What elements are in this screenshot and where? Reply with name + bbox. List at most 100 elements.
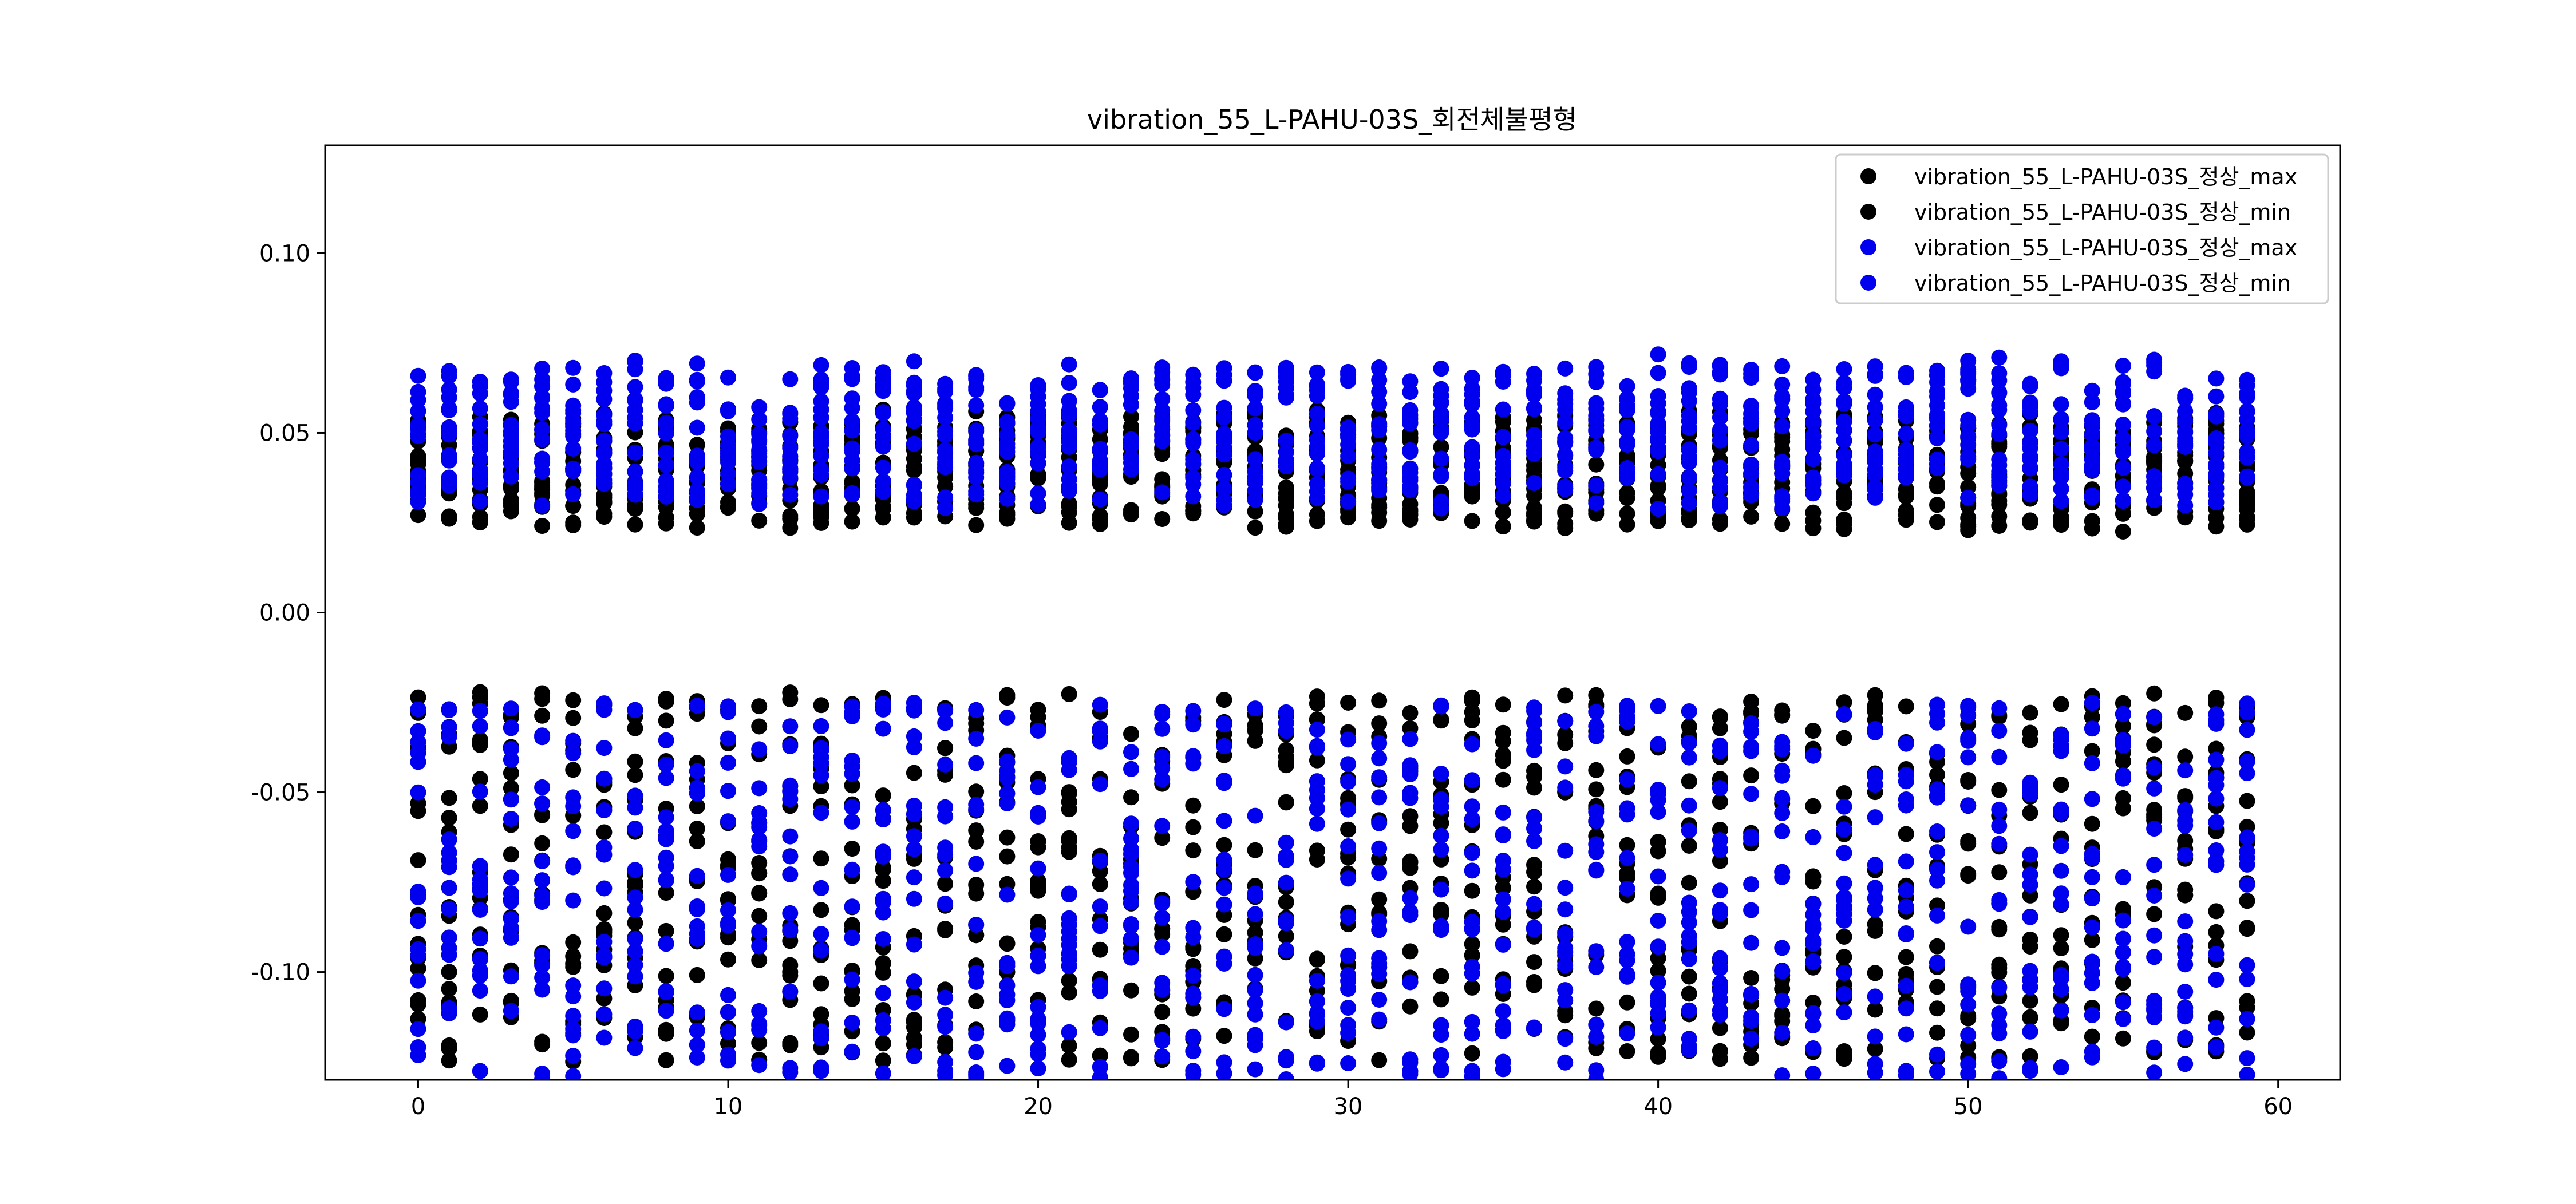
data-point [534,1033,551,1050]
data-point [906,739,922,755]
data-point [1557,433,1574,449]
data-point [1867,988,1883,1005]
data-point [875,985,891,1001]
data-point [1836,845,1852,861]
data-point [844,766,860,782]
x-tick-label: 10 [714,1094,743,1120]
data-point [1898,369,1914,385]
data-point [1960,353,1977,369]
data-point [1743,694,1760,710]
data-point [751,952,768,968]
data-point [1154,921,1171,937]
data-point [999,848,1016,865]
data-point [1371,735,1388,751]
data-point [2084,438,2100,455]
data-point [534,454,551,470]
data-point [782,738,799,754]
data-point [751,741,768,758]
data-point [720,499,736,516]
data-point [596,1029,613,1046]
data-point [968,484,985,500]
data-point [1371,769,1388,786]
data-point [1340,493,1357,510]
data-point [720,813,736,830]
data-point [1619,966,1635,983]
data-point [472,718,488,735]
data-point [1743,934,1760,951]
data-point [410,392,426,408]
data-point [2177,1056,2194,1072]
data-point [1681,735,1697,751]
data-point [472,493,488,510]
data-point [503,869,519,886]
data-point [937,1054,954,1070]
data-point [1650,792,1666,809]
data-point [1340,1025,1357,1041]
data-point [1681,822,1697,839]
data-point [1898,1026,1914,1043]
data-point [1991,895,2008,912]
data-point [503,780,519,797]
data-point [596,949,613,965]
data-point [1402,860,1419,876]
data-point [1154,818,1171,834]
data-point [2084,695,2100,711]
data-point [1960,1027,1977,1043]
data-point [1681,482,1697,499]
data-point [999,475,1016,492]
data-point [1340,473,1357,490]
data-point [1433,361,1449,377]
data-point [1247,967,1263,983]
data-point [1774,741,1791,758]
data-point [2239,829,2255,846]
data-point [410,784,426,801]
data-point [1061,1024,1077,1040]
data-point [1681,495,1697,512]
data-point [1681,355,1697,371]
data-point [2208,459,2225,476]
data-point [1991,474,2008,490]
data-point [1185,503,1202,520]
data-point [1061,1051,1077,1068]
data-point [1495,518,1511,535]
data-point [1991,835,2008,852]
data-point [1774,864,1791,880]
data-point [906,374,922,391]
data-point [1805,414,1822,431]
data-point [844,500,860,517]
data-point [1061,843,1077,860]
data-point [2146,357,2163,374]
data-point [1681,985,1697,1002]
data-point [1557,926,1574,942]
data-point [1216,692,1232,708]
data-point [689,763,705,779]
data-point [1123,815,1139,832]
data-point [1557,1054,1574,1071]
data-point [813,515,829,531]
data-point [1619,1043,1635,1059]
data-point [1867,449,1883,465]
data-point [472,684,488,700]
data-point [1991,782,2008,798]
data-point [1340,838,1357,854]
data-point [1898,853,1914,870]
data-point [565,486,582,502]
data-point [1030,723,1046,739]
data-point [1061,686,1077,702]
data-point [1712,1002,1728,1019]
data-point [1929,907,1945,924]
data-point [689,931,705,947]
data-point [999,505,1016,521]
data-point [1681,441,1697,458]
data-point [1650,938,1666,955]
data-point [472,798,488,814]
data-point [968,1044,985,1060]
data-point [1340,821,1357,838]
data-point [1340,967,1357,983]
data-point [1123,830,1139,847]
data-point [1402,890,1419,906]
data-point [1619,378,1635,394]
data-point [968,973,985,990]
data-point [2177,748,2194,765]
data-point [1402,731,1419,747]
